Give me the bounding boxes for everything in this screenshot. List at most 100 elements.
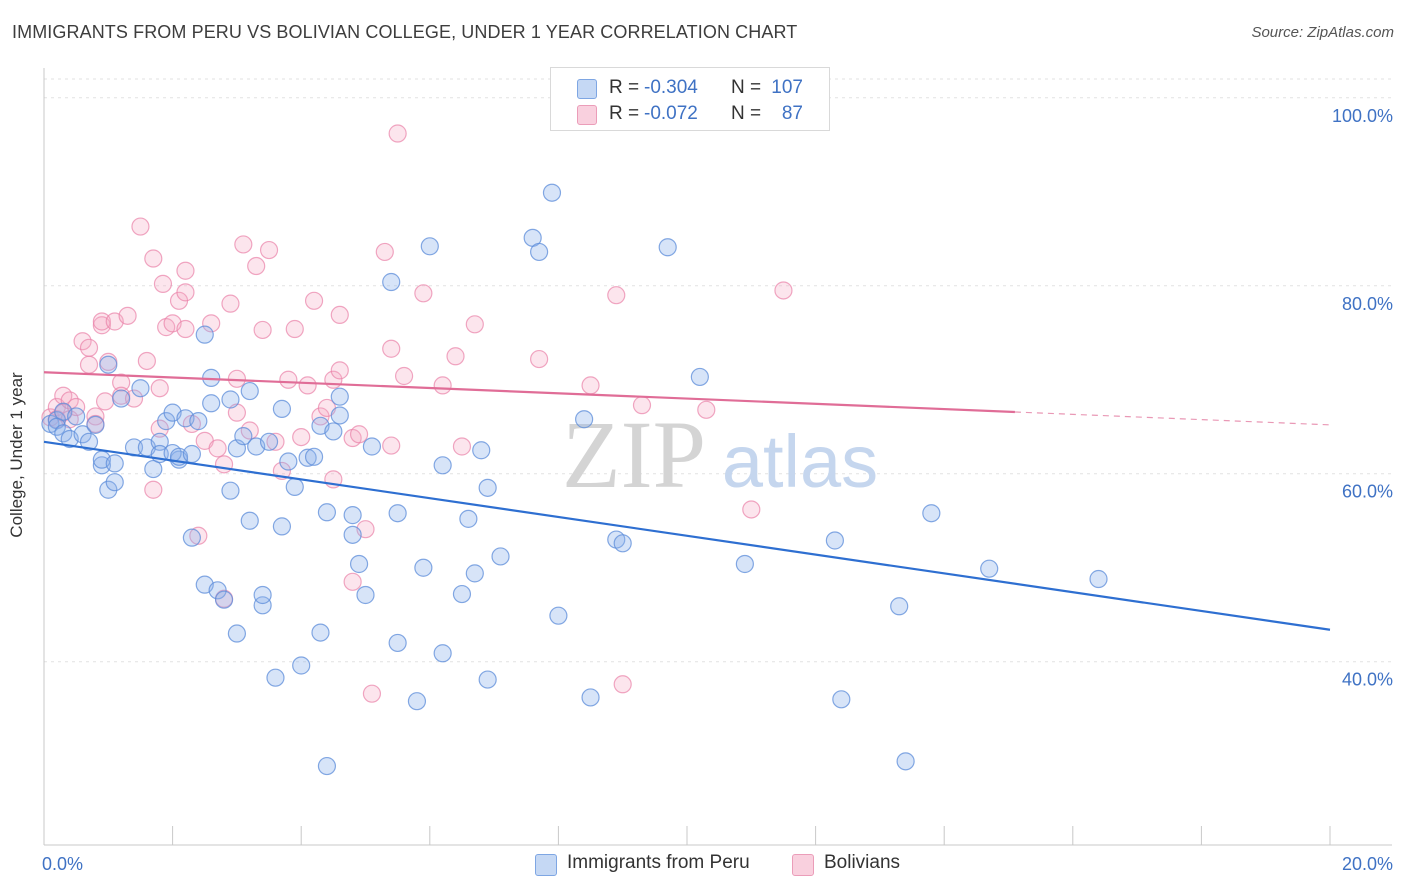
bolivia-point <box>150 379 169 398</box>
peru-point <box>73 425 92 444</box>
peru-point <box>896 752 915 771</box>
peru-point <box>317 503 337 522</box>
peru-point <box>112 389 131 408</box>
bolivia-point <box>144 480 163 499</box>
bolivia-point <box>124 389 144 408</box>
bolivia-point <box>234 235 253 254</box>
bolivia-point <box>382 339 401 358</box>
peru-point <box>47 417 66 436</box>
peru-point <box>259 432 279 451</box>
tick-labels: 40.0% 60.0% 80.0% 100.0% 0.0% 20.0% <box>42 106 1393 874</box>
y-tick-label: 40.0% <box>1342 670 1393 690</box>
peru-point <box>221 390 240 409</box>
stats-legend: R = -0.304 N = 107 R = -0.072 N = 87 <box>550 67 830 131</box>
peru-point <box>433 456 452 475</box>
peru-point <box>99 480 118 499</box>
peru-point <box>189 412 208 431</box>
bolivia-point <box>79 355 99 374</box>
peru-point <box>105 473 124 492</box>
bolivia-point <box>388 124 407 143</box>
peru-point <box>343 506 362 525</box>
bolivia-point <box>530 349 549 369</box>
legend-bolivia-label: Bolivians <box>824 852 901 873</box>
peru-point <box>690 367 709 387</box>
series-legend: Immigrants from Peru Bolivians <box>0 851 1406 879</box>
watermark: ZIP atlas <box>562 401 878 508</box>
bolivia-point <box>613 675 632 694</box>
bolivia-point <box>150 419 169 438</box>
bolivia-point <box>189 526 208 545</box>
y-tick-label: 80.0% <box>1342 294 1393 314</box>
peru-point <box>292 656 311 675</box>
bolivia-point <box>176 319 195 339</box>
peru-point <box>253 596 272 615</box>
bolivia-point <box>607 286 626 305</box>
peru-point <box>414 558 433 577</box>
bolivia-point <box>382 436 401 455</box>
bolivia-point <box>118 306 137 325</box>
peru-point <box>279 452 298 471</box>
peru-point <box>575 410 594 429</box>
legend-bolivia-swatch <box>792 854 814 876</box>
peru-point <box>144 459 163 479</box>
bolivia-point <box>176 283 195 302</box>
peru-point <box>266 668 285 687</box>
bolivia-point <box>112 373 131 392</box>
peru-point <box>980 559 999 578</box>
bolivia-point <box>214 455 234 474</box>
legend-peru-label: Immigrants from Peru <box>567 852 750 873</box>
bolivia-point <box>73 332 92 351</box>
peru-point <box>317 756 337 776</box>
bolivia-point <box>279 370 298 389</box>
peru-point <box>311 623 330 642</box>
bolivia-point <box>285 319 304 339</box>
peru-point <box>433 644 452 663</box>
bolivia-point <box>697 400 716 419</box>
peru-point <box>208 581 227 600</box>
x-tick-label: 20.0% <box>1342 854 1393 874</box>
bolivia-point <box>774 281 793 300</box>
peru-point <box>388 633 407 653</box>
peru-point <box>890 597 909 616</box>
peru-point <box>465 564 484 583</box>
peru-point <box>549 606 568 625</box>
bolivia-point <box>632 396 652 415</box>
bolivia-point <box>330 305 349 325</box>
legend-row-bolivia: R = -0.072 N = 87 <box>551 101 829 127</box>
legend-row-peru: R = -0.304 N = 107 <box>551 75 829 101</box>
bolivia-point <box>144 249 163 268</box>
peru-point <box>105 454 124 473</box>
bolivia-point <box>304 291 324 310</box>
bolivia-point <box>259 240 279 260</box>
bolivia-point <box>79 338 99 357</box>
peru-n-label: N = <box>731 77 762 98</box>
bolivia-point <box>292 427 311 447</box>
peru-point <box>459 509 478 528</box>
bolivia-point <box>452 437 472 456</box>
peru-point <box>272 517 292 536</box>
peru-point <box>356 585 375 605</box>
trend-lines <box>43 371 1331 631</box>
bolivia-point <box>137 351 156 371</box>
peru-point <box>581 688 600 707</box>
peru-point <box>478 670 497 689</box>
bolivia-point <box>153 274 173 293</box>
peru-point <box>298 448 317 467</box>
peru-swatch <box>577 79 597 99</box>
peru-point <box>79 432 99 451</box>
bolivia-point <box>176 261 195 280</box>
peru-point <box>234 427 253 446</box>
bolivia-point <box>742 500 761 519</box>
bolivia-point <box>253 320 272 340</box>
peru-point <box>272 399 292 418</box>
peru-point <box>304 447 324 466</box>
peru-point <box>420 237 439 256</box>
y-tick-label: 60.0% <box>1342 482 1393 502</box>
bolivia-point <box>375 242 394 262</box>
bolivia-point <box>330 361 349 380</box>
series-peru <box>41 183 1108 776</box>
watermark-zip: ZIP <box>562 401 706 508</box>
peru-point <box>343 525 362 544</box>
bolivia-trend-line <box>43 371 1015 414</box>
